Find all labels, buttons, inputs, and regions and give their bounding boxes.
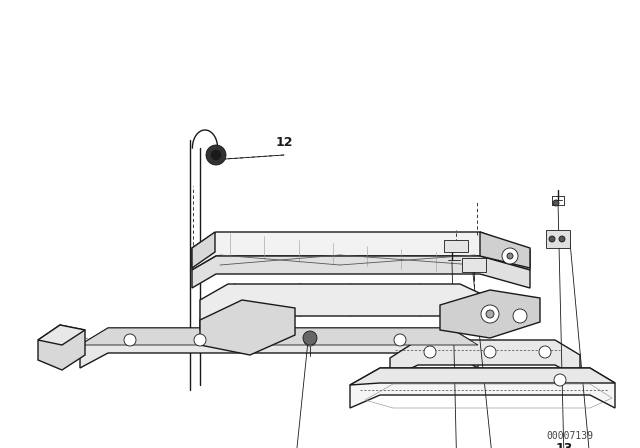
Circle shape	[194, 334, 206, 346]
Polygon shape	[80, 328, 478, 345]
Polygon shape	[38, 325, 85, 345]
Circle shape	[484, 346, 496, 358]
Circle shape	[124, 334, 136, 346]
Circle shape	[549, 236, 555, 242]
Text: 00007139: 00007139	[547, 431, 593, 441]
Polygon shape	[480, 232, 530, 268]
Circle shape	[513, 309, 527, 323]
Polygon shape	[192, 232, 530, 270]
Polygon shape	[390, 340, 580, 378]
Polygon shape	[38, 325, 85, 370]
Circle shape	[554, 374, 566, 386]
Circle shape	[304, 334, 316, 346]
Polygon shape	[192, 256, 530, 288]
Circle shape	[211, 150, 221, 160]
Circle shape	[394, 334, 406, 346]
Circle shape	[553, 200, 559, 206]
Text: 13: 13	[556, 441, 573, 448]
Polygon shape	[80, 328, 478, 368]
Polygon shape	[350, 368, 615, 408]
Circle shape	[507, 253, 513, 259]
Circle shape	[539, 346, 551, 358]
Polygon shape	[444, 240, 468, 252]
Polygon shape	[462, 258, 486, 272]
Polygon shape	[350, 368, 615, 385]
Polygon shape	[440, 290, 540, 338]
Circle shape	[424, 346, 436, 358]
Polygon shape	[192, 232, 215, 268]
Circle shape	[303, 331, 317, 345]
Circle shape	[481, 305, 499, 323]
Circle shape	[486, 310, 494, 318]
Circle shape	[206, 145, 226, 165]
Polygon shape	[546, 230, 570, 248]
Polygon shape	[200, 300, 295, 355]
Text: 12: 12	[275, 135, 292, 148]
Circle shape	[559, 236, 565, 242]
Circle shape	[502, 248, 518, 264]
Polygon shape	[200, 284, 490, 330]
